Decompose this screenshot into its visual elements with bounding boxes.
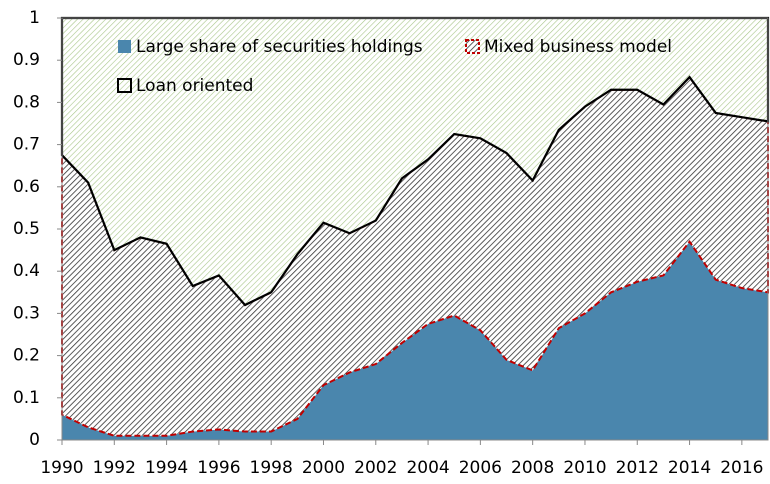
x-tick-label: 2010 xyxy=(563,458,606,478)
y-tick-label: 0.1 xyxy=(13,388,40,408)
x-tick-label: 2016 xyxy=(720,458,763,478)
legend-swatch xyxy=(117,78,132,93)
y-tick-label: 0 xyxy=(29,430,40,450)
y-tick-label: 0.7 xyxy=(13,135,40,155)
x-tick-label: 1990 xyxy=(40,458,83,478)
y-tick-label: 0.8 xyxy=(13,92,40,112)
x-tick-label: 1992 xyxy=(93,458,136,478)
x-tick-label: 2012 xyxy=(616,458,659,478)
area xyxy=(62,241,768,440)
y-tick-label: 0.9 xyxy=(13,50,40,70)
x-tick-label: 2004 xyxy=(406,458,449,478)
legend-label: Loan oriented xyxy=(136,76,253,96)
x-tick-label: 1996 xyxy=(197,458,240,478)
legend-swatch xyxy=(465,39,480,54)
y-tick-label: 0.3 xyxy=(13,303,40,323)
x-tick-label: 2006 xyxy=(459,458,502,478)
x-tick-label: 2000 xyxy=(302,458,345,478)
y-tick-label: 0.4 xyxy=(13,261,40,281)
x-tick-label: 2002 xyxy=(354,458,397,478)
y-tick-label: 0.6 xyxy=(13,177,40,197)
legend-label: Large share of securities holdings xyxy=(136,37,423,57)
x-tick-label: 1994 xyxy=(145,458,188,478)
x-tick-label: 2014 xyxy=(668,458,711,478)
x-tick-label: 2008 xyxy=(511,458,554,478)
y-tick-label: 0.5 xyxy=(13,219,40,239)
legend-label: Mixed business model xyxy=(484,37,672,57)
y-tick-label: 0.2 xyxy=(13,346,40,366)
legend-swatch xyxy=(118,40,131,53)
y-tick-label: 1 xyxy=(29,8,40,28)
x-tick-label: 1998 xyxy=(250,458,293,478)
